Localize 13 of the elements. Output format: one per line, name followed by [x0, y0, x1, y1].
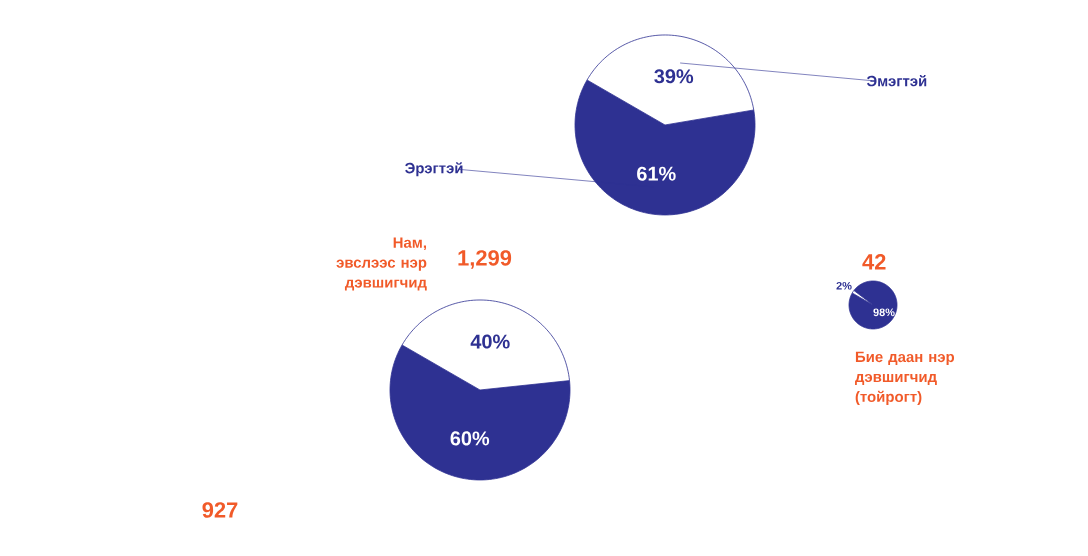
chart-title: Нам, эвслээс нэр дэвшигчид — [336, 237, 427, 291]
data-label: 39% — [654, 69, 694, 84]
chart-subtitle: 1,299 — [458, 250, 512, 269]
chart-subtitle: 42 — [862, 254, 886, 270]
slice-label: Эмэгтэй — [866, 75, 927, 87]
slice-label: Эрэгтэй — [405, 162, 463, 177]
data-label: 2% — [836, 281, 852, 290]
text: Бие даан нэр дэвшигчид (тойрогт) — [855, 351, 955, 405]
data-label: 60% — [450, 431, 490, 446]
data-label: 98% — [873, 308, 895, 317]
text: 927 — [202, 502, 238, 518]
data-label: 61% — [637, 166, 676, 181]
data-label: 40% — [470, 334, 510, 349]
